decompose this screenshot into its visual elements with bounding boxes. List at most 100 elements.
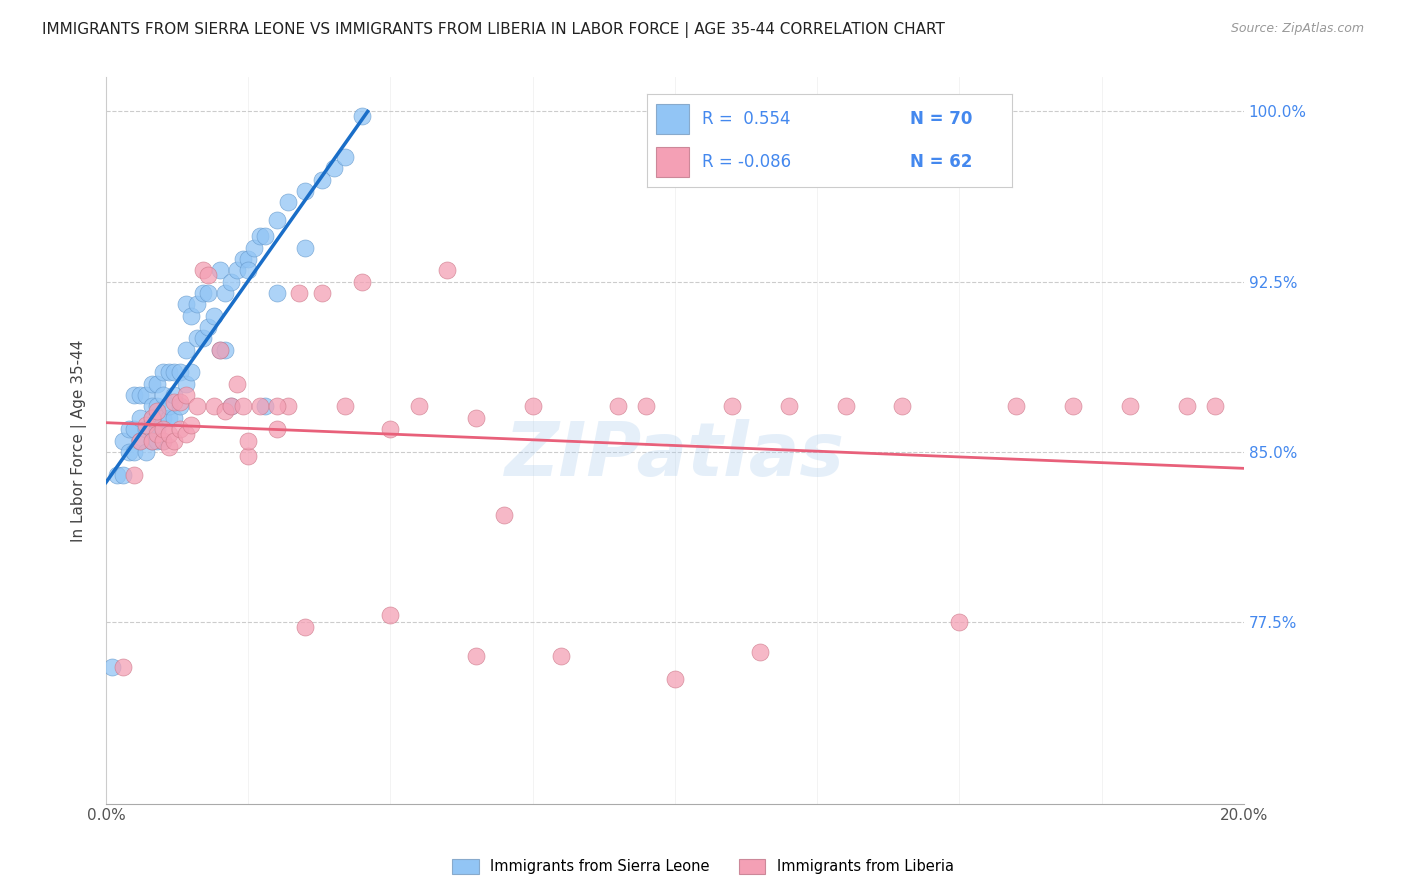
- Point: [180, 417, 202, 432]
- Point: [249, 229, 271, 244]
- Point: [197, 320, 219, 334]
- Point: [146, 376, 169, 391]
- Point: [174, 297, 197, 311]
- Point: [294, 241, 316, 255]
- Point: [333, 400, 356, 414]
- Point: [202, 309, 225, 323]
- Point: [350, 109, 373, 123]
- Point: [294, 619, 316, 633]
- Point: [141, 400, 163, 414]
- Point: [720, 400, 742, 414]
- Point: [146, 434, 169, 448]
- Point: [112, 660, 135, 674]
- Point: [163, 388, 186, 402]
- Point: [174, 343, 197, 357]
- Point: [1005, 400, 1028, 414]
- Point: [141, 410, 163, 425]
- Point: [636, 400, 658, 414]
- Point: [522, 400, 544, 414]
- Point: [146, 422, 169, 436]
- Point: [105, 467, 128, 482]
- Text: N = 70: N = 70: [910, 110, 973, 128]
- Point: [180, 366, 202, 380]
- Point: [249, 400, 271, 414]
- Text: R =  0.554: R = 0.554: [702, 110, 790, 128]
- Point: [157, 400, 180, 414]
- Point: [112, 467, 135, 482]
- Point: [129, 434, 152, 448]
- Point: [157, 366, 180, 380]
- Point: [208, 343, 231, 357]
- Y-axis label: In Labor Force | Age 35-44: In Labor Force | Age 35-44: [72, 339, 87, 541]
- FancyBboxPatch shape: [655, 147, 689, 177]
- Point: [186, 400, 208, 414]
- Point: [254, 229, 277, 244]
- Point: [380, 422, 402, 436]
- Point: [169, 400, 191, 414]
- Point: [124, 422, 146, 436]
- Point: [152, 422, 174, 436]
- Point: [157, 440, 180, 454]
- Point: [225, 263, 247, 277]
- Point: [266, 213, 288, 227]
- Text: R = -0.086: R = -0.086: [702, 153, 790, 171]
- Point: [124, 467, 146, 482]
- Point: [152, 410, 174, 425]
- Point: [214, 343, 236, 357]
- Point: [169, 366, 191, 380]
- Point: [146, 400, 169, 414]
- Point: [186, 297, 208, 311]
- Point: [146, 426, 169, 441]
- Point: [266, 422, 288, 436]
- Text: IMMIGRANTS FROM SIERRA LEONE VS IMMIGRANTS FROM LIBERIA IN LABOR FORCE | AGE 35-: IMMIGRANTS FROM SIERRA LEONE VS IMMIGRAN…: [42, 22, 945, 38]
- Point: [1119, 400, 1142, 414]
- Point: [152, 388, 174, 402]
- Point: [186, 331, 208, 345]
- Point: [124, 388, 146, 402]
- Point: [238, 263, 260, 277]
- Point: [436, 263, 458, 277]
- Point: [141, 376, 163, 391]
- Point: [202, 400, 225, 414]
- Point: [231, 252, 253, 266]
- Point: [163, 395, 186, 409]
- Point: [277, 195, 299, 210]
- Point: [778, 400, 800, 414]
- Point: [191, 331, 214, 345]
- Point: [891, 400, 914, 414]
- Point: [141, 434, 163, 448]
- Point: [1204, 400, 1226, 414]
- Point: [100, 660, 122, 674]
- Point: [191, 263, 214, 277]
- Point: [277, 400, 299, 414]
- Point: [550, 649, 572, 664]
- Point: [180, 309, 202, 323]
- Point: [152, 434, 174, 448]
- Point: [169, 395, 191, 409]
- Point: [157, 410, 180, 425]
- Point: [157, 426, 180, 441]
- Point: [238, 434, 260, 448]
- Point: [135, 445, 157, 459]
- Point: [350, 275, 373, 289]
- Point: [197, 286, 219, 301]
- Point: [948, 615, 970, 629]
- Point: [294, 184, 316, 198]
- Point: [231, 400, 253, 414]
- Point: [1062, 400, 1084, 414]
- Point: [1175, 400, 1198, 414]
- Point: [146, 404, 169, 418]
- FancyBboxPatch shape: [655, 104, 689, 134]
- Point: [191, 286, 214, 301]
- Point: [169, 422, 191, 436]
- Point: [266, 286, 288, 301]
- Text: ZIPatlas: ZIPatlas: [505, 418, 845, 491]
- Point: [214, 286, 236, 301]
- Point: [163, 434, 186, 448]
- Point: [118, 422, 141, 436]
- Point: [152, 366, 174, 380]
- Point: [118, 445, 141, 459]
- Point: [380, 608, 402, 623]
- Point: [141, 410, 163, 425]
- Point: [243, 241, 266, 255]
